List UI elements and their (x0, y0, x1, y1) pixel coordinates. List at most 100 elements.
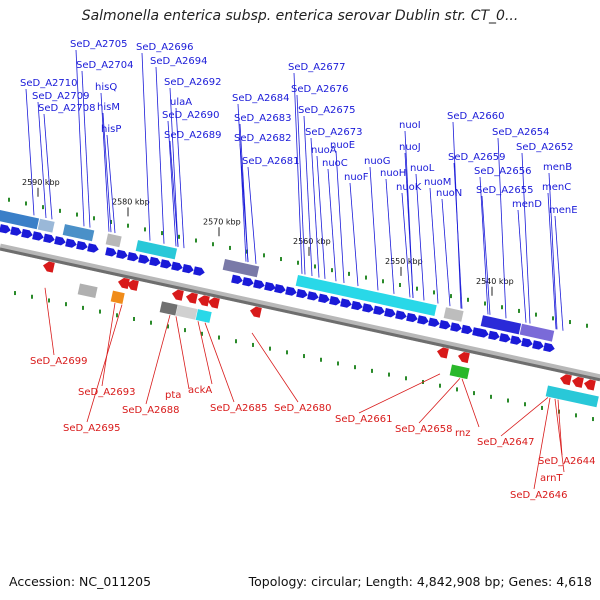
label-leader (175, 316, 190, 390)
scale-dot (365, 275, 367, 280)
backbone-shadow (0, 247, 600, 382)
scale-dot (371, 368, 373, 373)
label-leader (481, 195, 491, 315)
reverse-gene-label: SeD_A2685 (210, 403, 268, 414)
scale-dot (252, 342, 254, 347)
scale-dot (127, 223, 129, 228)
forward-feature-block (295, 274, 437, 316)
forward-gene-arrow (231, 274, 243, 284)
scale-dot (473, 391, 475, 396)
forward-gene-label: SeD_A2692 (164, 77, 222, 88)
forward-gene-arrow (499, 333, 511, 343)
forward-gene-arrow (510, 335, 522, 345)
scale-dot (25, 201, 27, 206)
forward-gene-arrow (116, 249, 128, 259)
scale-dot (552, 316, 554, 321)
label-leader (251, 332, 299, 403)
forward-gene-label: SeD_A2709 (32, 91, 90, 102)
forward-gene-arrow (76, 240, 88, 251)
forward-gene-label: SeD_A2675 (298, 105, 356, 116)
forward-gene-arrow (395, 310, 407, 320)
forward-gene-arrow (532, 340, 544, 350)
forward-feature-block (105, 233, 122, 248)
forward-gene-label: SeD_A2689 (164, 130, 222, 141)
forward-gene-label: nuoE (330, 140, 355, 151)
forward-gene-arrow (543, 342, 555, 352)
forward-gene-label: menE (549, 205, 578, 216)
scale-dot (218, 335, 220, 340)
forward-gene-arrow (171, 261, 183, 271)
forward-gene-arrow (340, 298, 352, 308)
reverse-gene-label: SeD_A2644 (538, 456, 596, 467)
forward-gene-label: menB (543, 162, 572, 173)
forward-gene-label: nuoJ (399, 142, 421, 153)
label-leader (204, 322, 235, 403)
scale-dot (314, 264, 316, 269)
label-leader (547, 192, 557, 330)
label-leader (141, 52, 151, 241)
scale-dot (235, 339, 237, 344)
forward-gene-label: hisP (101, 124, 121, 135)
forward-gene-arrow (87, 243, 99, 253)
forward-gene-label: SeD_A2681 (242, 156, 300, 167)
label-leader (101, 303, 116, 387)
scale-dot (388, 372, 390, 377)
reverse-gene-arrow (584, 379, 596, 391)
label-leader (335, 150, 345, 284)
reverse-gene-arrow (572, 376, 584, 388)
forward-gene-arrow (0, 224, 11, 234)
forward-gene-label: nuoC (322, 158, 348, 169)
forward-gene-label: nuoA (311, 145, 337, 156)
forward-gene-label: nuoK (396, 182, 422, 193)
label-leader (401, 192, 411, 298)
forward-gene-arrow (351, 300, 363, 311)
scale-dot (212, 242, 214, 247)
forward-gene-label: SeD_A2673 (305, 127, 363, 138)
forward-gene-arrow (138, 254, 150, 264)
accession-label: Accession: NC_011205 (9, 574, 152, 589)
forward-gene-arrow (384, 308, 396, 318)
forward-gene-label: SeD_A2656 (474, 166, 532, 177)
forward-gene-arrow (242, 277, 254, 287)
scale-dot (184, 328, 186, 333)
forward-gene-arrow (477, 328, 489, 338)
label-leader (197, 321, 213, 385)
scale-dot (405, 376, 407, 381)
forward-gene-label: nuoF (344, 172, 369, 183)
scale-dot (501, 305, 503, 310)
reverse-gene-label: rnz (455, 428, 471, 439)
forward-gene-label: SeD_A2654 (492, 127, 550, 138)
label-leader (239, 143, 249, 263)
tick-label: 2560 kbp (293, 237, 331, 246)
label-leader (415, 173, 425, 301)
forward-gene-label: nuoG (364, 156, 391, 167)
label-leader (145, 314, 171, 405)
tick-label: 2580 kbp (112, 197, 150, 206)
label-leader (44, 287, 55, 356)
map-title: Salmonella enterica subsp. enterica sero… (81, 8, 519, 24)
label-leader (500, 397, 549, 437)
label-leader (441, 198, 451, 307)
scale-dot (150, 320, 152, 325)
label-leader (453, 162, 463, 309)
reverse-gene-arrow (437, 347, 449, 359)
forward-gene-arrow (32, 231, 44, 241)
label-leader (247, 166, 257, 264)
forward-gene-label: menC (542, 182, 571, 193)
scale-dot (303, 354, 305, 359)
scale-dot (456, 387, 458, 392)
scale-dot (586, 323, 588, 328)
scale-dot (507, 398, 509, 403)
scale-dot (48, 298, 50, 303)
scale-dot (65, 302, 67, 307)
scale-dot (490, 394, 492, 399)
reverse-gene-arrow (250, 306, 262, 318)
scale-dot (297, 260, 299, 265)
scale-dot (399, 282, 401, 287)
scale-dot (518, 308, 520, 313)
tick-label: 2550 kbp (385, 257, 423, 266)
forward-gene-label: SeD_A2676 (291, 84, 349, 95)
reverse-feature-block (449, 364, 470, 380)
reverse-gene-label: ackA (188, 385, 212, 396)
forward-gene-arrow (160, 259, 172, 269)
